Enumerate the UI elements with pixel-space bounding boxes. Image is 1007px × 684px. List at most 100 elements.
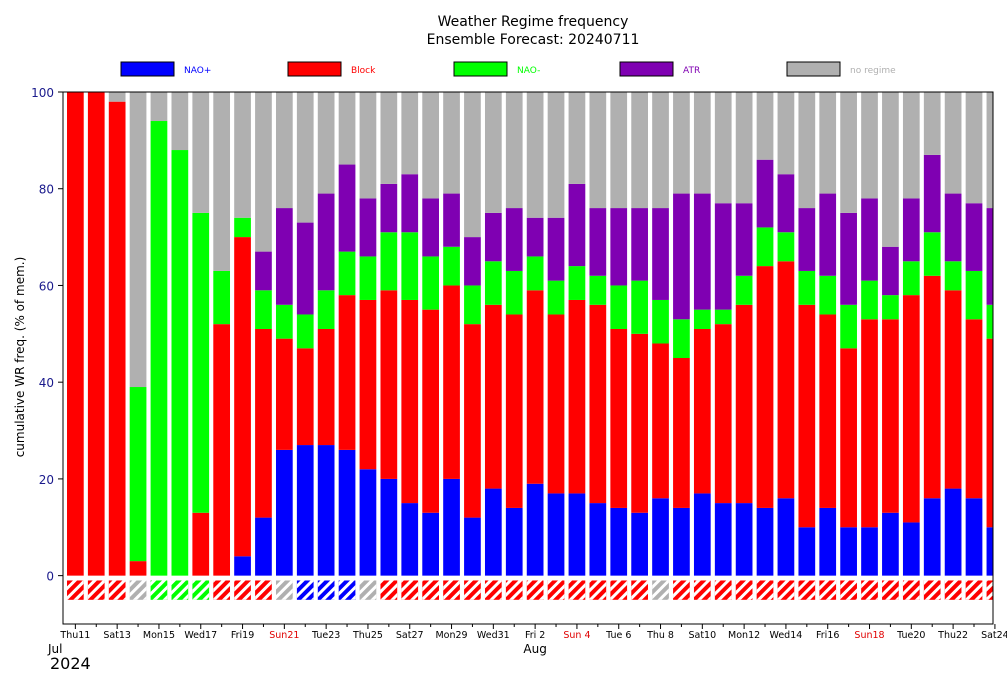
x-tick-label: Thu25	[352, 630, 383, 641]
month-label: Jul	[47, 642, 62, 656]
dominant-regime-hatch	[422, 580, 439, 600]
bar-segment-no-regime	[840, 92, 857, 213]
bar-segment-no-regime	[401, 92, 419, 175]
bar-segment-nao+	[296, 445, 314, 576]
dominant-regime-hatch	[150, 580, 168, 600]
bar-segment-no-regime	[213, 92, 231, 271]
bar-segment-atr	[610, 208, 628, 286]
bar-segment-nao-	[547, 280, 565, 315]
day-bar-stack	[631, 92, 648, 600]
bar-segment-nao+	[568, 493, 586, 576]
bar-segment-nao-	[673, 319, 690, 358]
dominant-regime-hatch	[505, 580, 523, 600]
legend-swatch	[786, 61, 841, 77]
bar-segment-nao-	[171, 150, 189, 576]
day-bar-stack	[213, 92, 231, 600]
bar-segment-no-regime	[902, 92, 920, 199]
dominant-regime-hatch	[777, 580, 795, 600]
bar-segment-atr	[484, 212, 502, 262]
day-bar-stack	[255, 92, 272, 600]
plot-frame	[62, 91, 994, 625]
bar-segment-nao-	[714, 309, 732, 325]
x-tick-label: Fri19	[231, 630, 254, 641]
bar-segment-block	[819, 314, 837, 508]
bar-segment-no-regime	[338, 92, 356, 165]
x-tick-label: Sat13	[103, 630, 131, 641]
day-bar-stack	[882, 92, 899, 600]
bar-segment-nao+	[693, 493, 711, 576]
bar-segment-atr	[338, 164, 356, 252]
dominant-regime-hatch	[714, 580, 732, 600]
bar-segment-atr	[840, 212, 857, 305]
bar-segment-atr	[526, 217, 544, 257]
bar-segment-nao-	[505, 270, 523, 315]
bar-segment-nao+	[882, 512, 899, 576]
dominant-regime-hatch	[902, 580, 920, 600]
bar-segment-no-regime	[798, 92, 816, 209]
bar-segment-no-regime	[171, 92, 189, 151]
x-tick-label: Sat10	[688, 630, 716, 641]
bar-segment-block	[443, 285, 460, 479]
day-bar-stack	[714, 92, 732, 600]
bar-segment-block	[359, 299, 377, 470]
bar-segment-nao+	[505, 507, 523, 576]
bar-segment-nao-	[338, 251, 356, 296]
bar-segment-atr	[777, 174, 795, 233]
bar-segment-nao+	[819, 507, 837, 576]
bar-segment-block	[735, 304, 753, 504]
bar-segment-atr	[756, 159, 774, 228]
day-bar-stack	[777, 92, 795, 600]
bar-segment-no-regime	[380, 92, 398, 184]
bar-segment-nao+	[861, 527, 878, 576]
legend-label: Block	[351, 66, 376, 76]
day-bar-stack	[526, 92, 544, 600]
bar-segment-atr	[693, 193, 711, 310]
x-tick-label: Tue 6	[605, 630, 631, 641]
legend-swatch	[453, 61, 508, 77]
y-tick-label: 20	[39, 473, 54, 487]
dominant-regime-hatch	[986, 580, 993, 600]
bar-segment-no-regime	[255, 92, 272, 252]
bar-segment-nao+	[923, 498, 941, 576]
bar-segment-nao-	[380, 232, 398, 291]
bar-segment-atr	[443, 193, 460, 247]
bar-segment-no-regime	[923, 92, 941, 155]
dominant-regime-hatch	[965, 580, 983, 600]
bar-segment-no-regime	[861, 92, 878, 199]
dominant-regime-hatch	[129, 580, 147, 600]
x-tick-label: Sun18	[854, 630, 884, 641]
bar-segment-no-regime	[589, 92, 607, 209]
x-tick-label: Wed14	[770, 630, 803, 641]
bar-segment-block	[401, 299, 419, 504]
day-bar-stack	[693, 92, 711, 600]
bar-segment-nao-	[234, 217, 251, 238]
bar-segment-nao-	[756, 227, 774, 267]
dominant-regime-hatch	[547, 580, 565, 600]
bar-segment-atr	[944, 193, 962, 262]
bar-segment-no-regime	[526, 92, 544, 218]
x-tick-label: Thu 8	[646, 630, 674, 641]
bar-segment-nao-	[735, 275, 753, 305]
bar-segment-nao-	[652, 299, 669, 344]
bar-segment-nao-	[526, 256, 544, 291]
x-tick-label: Sun21	[269, 630, 299, 641]
bar-segment-atr	[589, 208, 607, 276]
bar-segment-nao-	[296, 314, 314, 349]
x-tick-label: Thu11	[59, 630, 90, 641]
bar-segment-block	[777, 261, 795, 499]
bar-segment-atr	[882, 246, 899, 296]
plot-area	[62, 91, 994, 625]
bar-segment-block	[192, 512, 210, 576]
bar-segment-nao+	[547, 493, 565, 576]
dominant-regime-hatch	[317, 580, 335, 600]
bar-segment-no-regime	[443, 92, 460, 194]
bar-segment-no-regime	[150, 92, 168, 122]
bar-segment-nao-	[882, 295, 899, 320]
bar-segment-block	[338, 295, 356, 450]
legend-swatch	[120, 61, 175, 77]
bar-segment-block	[484, 304, 502, 489]
day-bar-stack	[547, 92, 565, 600]
legend-swatch	[619, 61, 674, 77]
x-axis: Thu11 Sat13 Mon15 Wed17 Fri19 Sun21 Tue23 Thu25…	[47, 624, 1007, 673]
legend-label: no regime	[850, 66, 896, 76]
